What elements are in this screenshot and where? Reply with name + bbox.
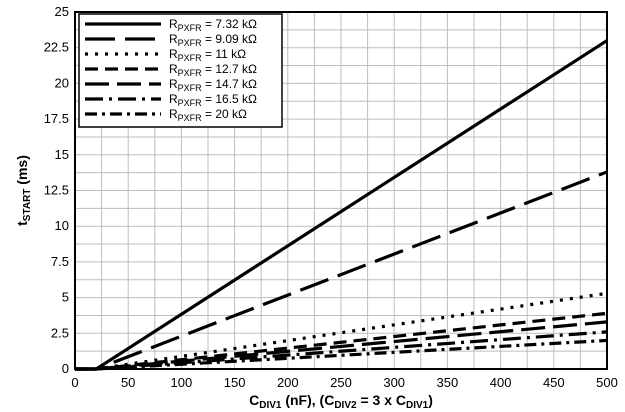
x-tick-label: 400 <box>490 375 512 390</box>
y-tick-label: 12.5 <box>44 183 69 198</box>
legend-label-2: RPXFR = 11 kΩ <box>169 47 246 63</box>
plot-frame <box>74 11 608 370</box>
legend-label-0: RPXFR = 7.32 kΩ <box>169 17 257 33</box>
y-tick-label: 17.5 <box>44 111 69 126</box>
y-axis-label: tSTART (ms) <box>14 155 33 226</box>
legend-label-5: RPXFR = 16.5 kΩ <box>169 92 257 108</box>
y-tick-label: 25 <box>55 4 69 19</box>
x-tick-label: 50 <box>121 375 135 390</box>
x-tick-label: 450 <box>543 375 565 390</box>
legend-label-4: RPXFR = 14.7 kΩ <box>169 77 257 93</box>
y-tick-labels: 0 2.5 5 7.5 10 12.5 15 17.5 20 22.5 25 <box>44 4 69 376</box>
y-tick-label: 20 <box>55 75 69 90</box>
y-tick-label: 10 <box>55 218 69 233</box>
y-tick-label: 22.5 <box>44 40 69 55</box>
x-tick-label: 250 <box>330 375 352 390</box>
y-tick-label: 2.5 <box>51 325 69 340</box>
x-tick-label: 0 <box>71 375 78 390</box>
legend-label-1: RPXFR = 9.09 kΩ <box>169 32 257 48</box>
y-tick-label: 7.5 <box>51 254 69 269</box>
x-tick-label: 350 <box>437 375 459 390</box>
x-axis-label: CDIV1 (nF), (CDIV2 = 3 x CDIV1) <box>249 392 433 411</box>
y-tick-label: 15 <box>55 147 69 162</box>
x-tick-labels: 0 50 100 150 200 250 300 350 400 450 500 <box>71 375 617 390</box>
x-tick-label: 500 <box>596 375 618 390</box>
y-tick-label: 0 <box>62 361 69 376</box>
y-tick-label: 5 <box>62 290 69 305</box>
x-tick-label: 200 <box>277 375 299 390</box>
x-tick-label: 300 <box>383 375 405 390</box>
legend-label-6: RPXFR = 20 kΩ <box>169 107 247 123</box>
legend-label-3: RPXFR = 12.7 kΩ <box>169 62 257 78</box>
x-tick-label: 100 <box>171 375 193 390</box>
x-tick-label: 150 <box>224 375 246 390</box>
